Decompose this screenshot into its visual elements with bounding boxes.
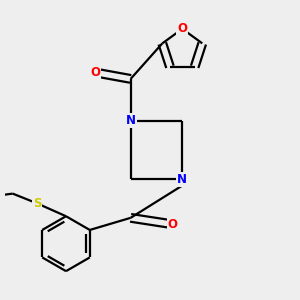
Text: O: O xyxy=(177,22,187,35)
Text: O: O xyxy=(90,66,100,79)
Text: N: N xyxy=(177,172,187,186)
Text: S: S xyxy=(33,197,41,210)
Text: O: O xyxy=(168,218,178,231)
Text: N: N xyxy=(126,114,136,128)
